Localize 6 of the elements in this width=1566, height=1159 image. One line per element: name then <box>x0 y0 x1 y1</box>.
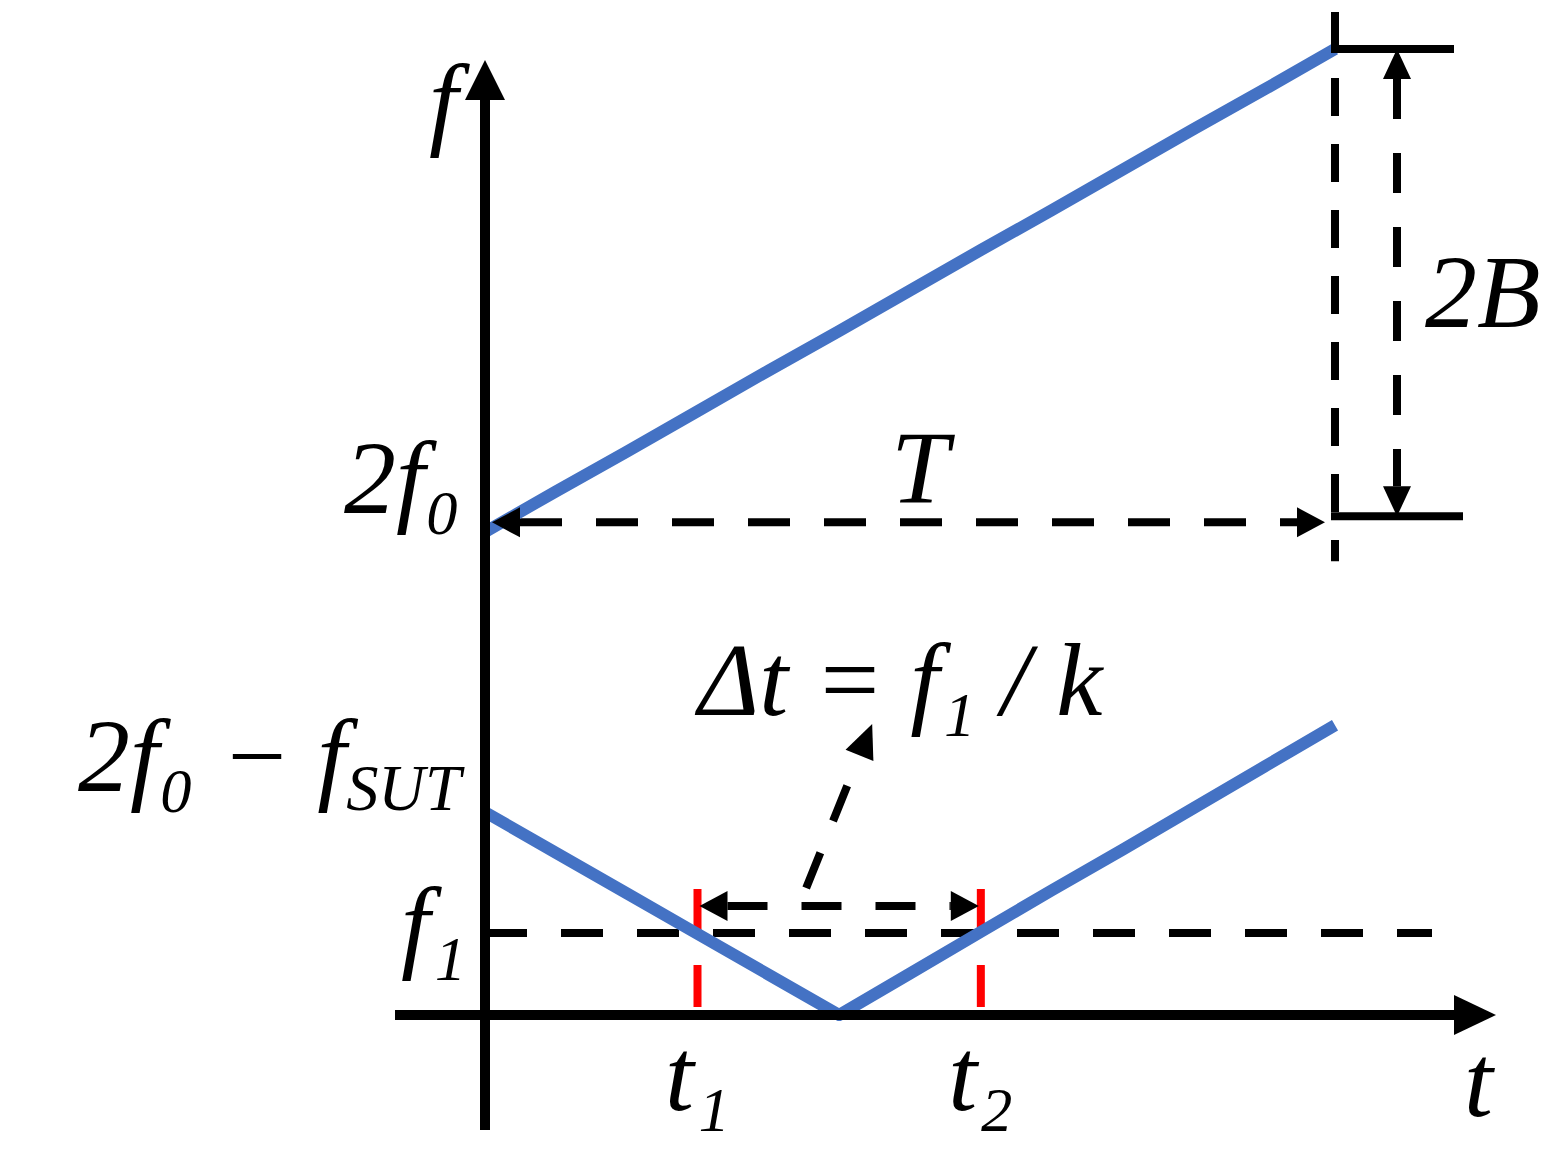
ref-line-label: 2f₀ <box>344 420 462 536</box>
annotation: 2B <box>1425 233 1541 349</box>
x-tick-label: t₂ <box>948 1017 1014 1133</box>
ref-line-label: f₁ <box>401 865 467 981</box>
x-axis-title: t <box>1464 1023 1493 1138</box>
x-tick-label: t₁ <box>664 1017 731 1133</box>
